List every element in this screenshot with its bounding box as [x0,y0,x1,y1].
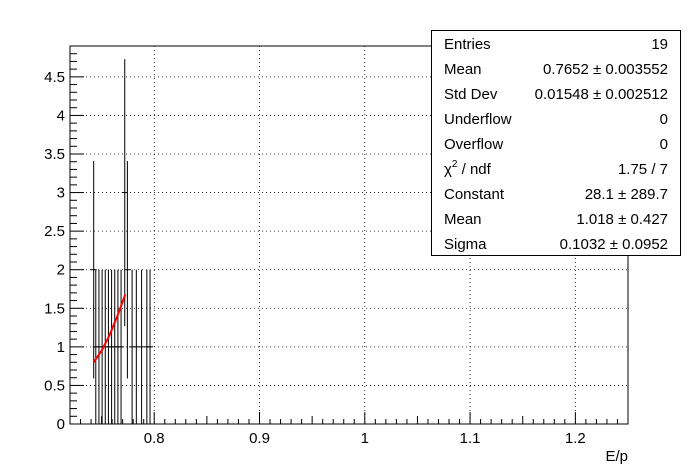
fit-curve [92,294,127,363]
stats-key: Mean [444,61,482,78]
y-tick-label: 2 [57,262,65,279]
x-tick-label: 1.2 [565,430,586,447]
data-points [90,59,154,424]
stats-key: χ2 / ndf [444,159,491,178]
axes [69,45,629,425]
stats-row: Mean 0.7652 ± 0.003552 [432,57,680,82]
stats-value: 0.1032 ± 0.0952 [559,236,668,253]
x-tick-label: 1 [361,430,369,447]
y-tick-label: 1 [57,339,65,356]
tick-labels: 0.8 0.9 1 1.1 1.2 0 0.5 1 1.5 2 2.5 3 3.5 4 4.5 [44,69,586,447]
fit-line [92,294,127,363]
y-tick-label: 4 [57,107,65,124]
y-tick-label: 0 [57,416,65,433]
stats-value: 0.7652 ± 0.003552 [542,61,668,78]
x-tick-label: 0.9 [249,430,270,447]
x-axis-label: E/p [605,448,628,465]
stats-row: Mean 1.018 ± 0.427 [432,207,680,232]
stats-key: Std Dev [444,86,498,103]
y-tick-label: 3.5 [44,146,65,163]
stats-value: 28.1 ± 289.7 [584,186,668,203]
stats-key: Sigma [444,236,487,253]
y-tick-label: 0.5 [44,377,65,394]
stats-row: Constant 28.1 ± 289.7 [432,182,680,207]
x-tick-label: 0.8 [144,430,165,447]
stats-key: Entries [444,36,491,53]
y-tick-label: 2.5 [44,223,65,240]
stats-key: Mean [444,211,482,228]
stats-row: Std Dev 0.01548 ± 0.002512 [432,82,680,107]
stats-value: 1.018 ± 0.427 [576,211,668,228]
stats-box: Entries 19 Mean 0.7652 ± 0.003552 Std Dev 0.0… [431,30,681,256]
stats-value: 0.01548 ± 0.002512 [534,86,668,103]
stats-key: Overflow [444,136,504,153]
stats-row: Overflow 0 [432,132,680,157]
stats-value: 0 [659,136,668,153]
stats-row: Entries 19 [432,32,680,57]
stats-row: Underflow 0 [432,107,680,132]
stats-value: 0 [659,111,668,128]
stats-row: Sigma 0.1032 ± 0.0952 [432,232,680,257]
stats-value: 19 [651,36,668,53]
y-tick-label: 1.5 [44,300,65,317]
y-tick-label: 4.5 [44,69,65,86]
stats-row: χ2 / ndf 1.75 / 7 [432,157,680,182]
stats-key: Constant [444,186,505,203]
x-tick-label: 1.1 [460,430,481,447]
stats-key: Underflow [444,111,512,128]
stats-value: 1.75 / 7 [617,161,668,178]
y-tick-label: 3 [57,185,65,202]
